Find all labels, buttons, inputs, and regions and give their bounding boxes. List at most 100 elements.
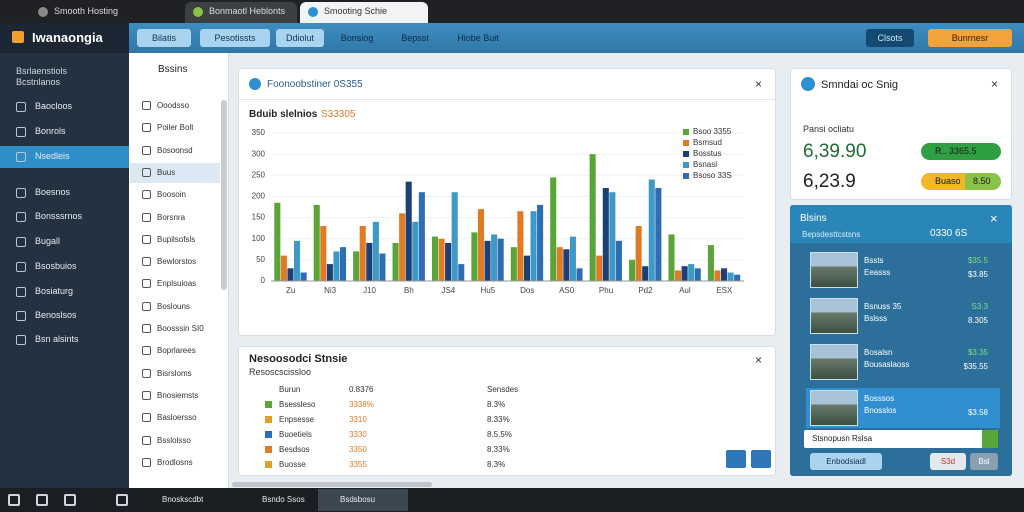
bar: [510, 247, 517, 281]
sidebar-item[interactable]: Bonsssrnos: [0, 206, 129, 228]
subnav-item[interactable]: Bewlorstos: [130, 252, 220, 272]
sidebar-item[interactable]: Bugall: [0, 231, 129, 253]
item-value: $3.35: [967, 348, 988, 357]
subnav-item[interactable]: Ooodsso: [130, 96, 220, 116]
tab-title: Smooth Hosting: [54, 6, 119, 16]
list-subtitle: Bepsdesttcstsns: [802, 230, 861, 239]
taskbar-icon[interactable]: [36, 494, 48, 506]
summary-card: Smndai oc Snig × Pansi ocliatu 6,39.90 R.. 3…: [790, 68, 1012, 200]
sidebar-label: Bonrols: [35, 126, 66, 136]
chart-subtitle: S33305: [321, 109, 356, 120]
subnav-item[interactable]: Enplsuioas: [130, 274, 220, 294]
list-item[interactable]: Bosalsn Bousaslaoss $3.35 $35.55: [806, 342, 1000, 382]
sidebar-item[interactable]: Bsosbuios: [0, 256, 129, 278]
toolbar-button[interactable]: Pesotissts: [200, 29, 270, 47]
download-button[interactable]: [726, 450, 746, 468]
bar: [451, 192, 458, 281]
upgrade-button[interactable]: Bunrnesr: [928, 29, 1012, 47]
table-cell: 8.33%: [487, 445, 510, 454]
item-value: $35.5: [967, 256, 988, 265]
toolbar-button[interactable]: Bonsiog: [340, 33, 374, 43]
account-button[interactable]: Clsots: [866, 29, 914, 47]
panel-close[interactable]: ×: [755, 353, 763, 367]
table-cell: 3350: [349, 445, 367, 454]
card-button[interactable]: Bsl: [970, 453, 998, 470]
subnav-item[interactable]: Boprlarees: [130, 341, 220, 361]
subnav-item[interactable]: Boslouns: [130, 297, 220, 317]
bar: [694, 268, 701, 281]
list-item[interactable]: Bosssos Bnosslos $3.58: [806, 388, 1000, 428]
subnav-icon: [142, 190, 151, 200]
item-name: Bsnuss 35: [864, 302, 902, 311]
sidebar-item[interactable]: Bsn alsints: [0, 329, 129, 351]
toolbar-button[interactable]: Bepsst: [401, 33, 429, 43]
user-sub: Bcstnlanos: [16, 77, 61, 87]
search-input[interactable]: Stsnopusn Rslsa: [804, 430, 998, 448]
taskbar-icon[interactable]: [64, 494, 76, 506]
sidebar-label: Bsn alsints: [35, 334, 79, 344]
subnav-item[interactable]: Basloersso: [130, 408, 220, 428]
taskbar-icon[interactable]: [8, 494, 20, 506]
sidebar-item[interactable]: Nsedleis: [0, 146, 129, 168]
legend-swatch: [683, 151, 689, 157]
tab-title: Bonmaotl Heblonts: [209, 6, 286, 16]
card-button[interactable]: Enbodsiadl: [810, 453, 882, 470]
sidebar-label: Bugall: [35, 236, 61, 246]
subnav-item[interactable]: Poiler Bolt: [130, 118, 220, 138]
app-label: Bsdsbosu: [340, 495, 376, 504]
taskbar-app[interactable]: Bsdsbosu: [318, 489, 408, 511]
browser-tab[interactable]: Smooth Hosting: [30, 2, 180, 23]
taskbar-app[interactable]: Bsndo Ssos: [240, 489, 312, 511]
y-tick-label: 50: [256, 255, 265, 264]
bar: [491, 234, 498, 281]
sidebar-item[interactable]: Bosiaturg: [0, 281, 129, 303]
subnav-item[interactable]: Borsnra: [130, 208, 220, 228]
item-value-2: $3.58: [967, 408, 988, 417]
card-button[interactable]: S3d: [930, 453, 966, 470]
panel-close[interactable]: ×: [755, 77, 763, 91]
bar: [366, 242, 373, 281]
sidebar-label: Bosiaturg: [35, 286, 74, 296]
legend-label: Bsnasl: [693, 160, 717, 169]
bar: [721, 268, 728, 281]
bar: [629, 259, 636, 281]
badge-text: 8.50: [973, 176, 991, 186]
subnav-icon: [142, 279, 151, 289]
bar: [556, 247, 563, 281]
taskbar-icon[interactable]: [116, 494, 128, 506]
sidebar-item[interactable]: Baocloos: [0, 96, 129, 118]
bar: [668, 234, 675, 281]
subnav-item[interactable]: Bupilsofsls: [130, 230, 220, 250]
toolbar-button[interactable]: Ddiolut: [276, 29, 324, 47]
subnav-item[interactable]: Bosoonsd: [130, 141, 220, 161]
subnav-item[interactable]: Bsslolsso: [130, 431, 220, 451]
bar: [300, 272, 307, 281]
table-header: Sensdes: [487, 385, 519, 394]
browser-tab[interactable]: Smooting Schie: [300, 2, 428, 23]
subnav-item[interactable]: Boosssin SI0: [130, 319, 220, 339]
item-sub: Eeasss: [864, 268, 891, 277]
table-header: Burun: [279, 385, 301, 394]
sidebar-item[interactable]: Boesnos: [0, 182, 129, 204]
subnav-item[interactable]: Boosoin: [130, 185, 220, 205]
subnav-item[interactable]: Buus: [130, 162, 220, 183]
sidebar-item[interactable]: Bonrols: [0, 121, 129, 143]
subnav-label: Boslouns: [157, 301, 190, 311]
list-item[interactable]: Bssts Eeasss $35.5 $3.85: [806, 250, 1000, 290]
browser-tab[interactable]: Bonmaotl Heblonts: [185, 2, 297, 23]
subnav-item[interactable]: Brodlosns: [130, 453, 220, 473]
subnav-item[interactable]: Bnosiemsts: [130, 386, 220, 406]
panel-close[interactable]: ×: [990, 211, 998, 226]
list-header: [790, 205, 1012, 243]
share-button[interactable]: [751, 450, 771, 468]
toolbar-button[interactable]: Hiobe Buit: [457, 33, 499, 43]
item-thumbnail: [810, 344, 858, 380]
row-icon: [265, 446, 272, 453]
table-panel: Nesoosodci Stnsie Resoscscissloo × Burun 0.8…: [238, 346, 776, 476]
panel-close[interactable]: ×: [991, 77, 999, 91]
taskbar-app[interactable]: Bnoskscdbt: [140, 489, 212, 511]
sidebar-item[interactable]: Benoslsos: [0, 305, 129, 327]
subnav-item[interactable]: Bisrsloms: [130, 364, 220, 384]
toolbar-button[interactable]: Bilatis: [137, 29, 191, 47]
list-item[interactable]: Bsnuss 35 Bslsss S3.3 8.305: [806, 296, 1000, 336]
